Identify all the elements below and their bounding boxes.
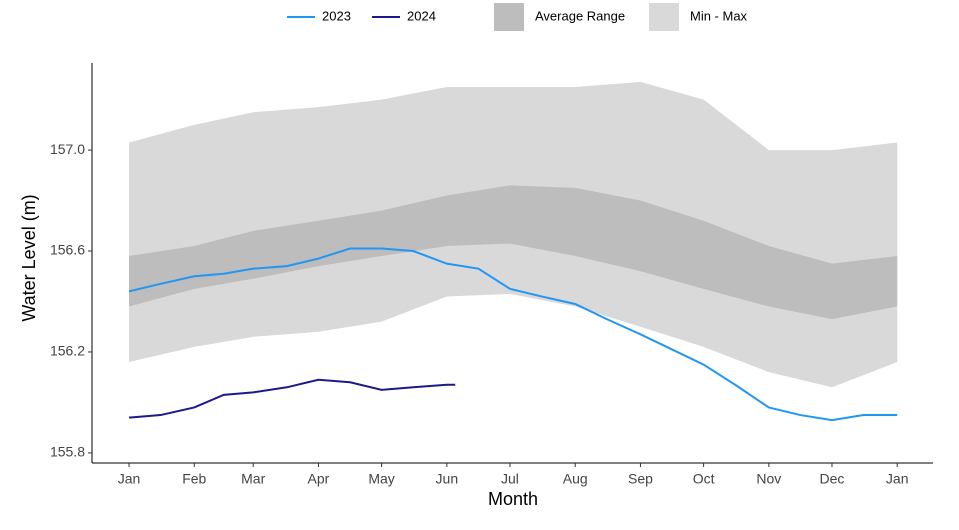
x-tick-label: Dec	[820, 471, 845, 487]
x-tick-label: May	[368, 471, 394, 487]
legend-label: Average Range	[535, 8, 625, 23]
y-axis-title: Water Level (m)	[19, 194, 39, 321]
x-tick-label: Nov	[756, 471, 781, 487]
x-tick-label: Apr	[308, 471, 330, 487]
y-tick-label: 156.6	[50, 242, 85, 258]
x-tick-label: Feb	[182, 471, 206, 487]
legend-swatch	[649, 3, 679, 31]
y-tick-label: 155.8	[50, 444, 85, 460]
x-tick-label: Jan	[118, 471, 141, 487]
line	[128, 247, 898, 422]
legend-label: 2023	[322, 8, 351, 23]
y-tick-label: 157.0	[50, 141, 85, 157]
x-tick-label: Jun	[436, 471, 459, 487]
legend-swatch	[494, 3, 524, 31]
x-tick-label: Jan	[886, 471, 909, 487]
y-tick-label: 156.2	[50, 343, 85, 359]
line	[128, 378, 456, 419]
x-tick-label: Jul	[501, 471, 519, 487]
x-tick-label: Aug	[563, 471, 588, 487]
x-tick-label: Oct	[693, 471, 715, 487]
legend-label: 2024	[407, 8, 436, 23]
legend-label: Min - Max	[690, 8, 748, 23]
x-tick-label: Sep	[628, 471, 653, 487]
range-band	[129, 185, 898, 320]
x-tick-label: Mar	[241, 471, 265, 487]
x-axis-title: Month	[488, 489, 538, 509]
